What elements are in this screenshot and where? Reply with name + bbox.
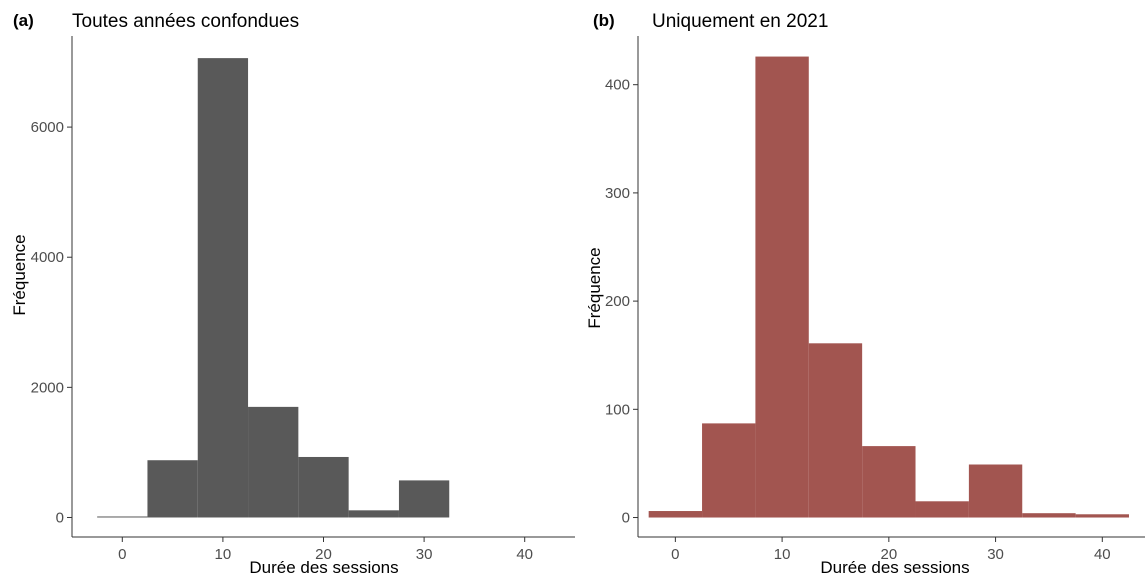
panel-b-title: Uniquement en 2021: [652, 11, 828, 32]
panel-a-x-axis-label: Durée des sessions: [249, 558, 398, 577]
panel-a-bar-10: [197, 58, 249, 518]
panel-b-bar-25: [915, 501, 969, 518]
panel-b-bar-5: [702, 423, 756, 518]
panel-b-bars: [648, 56, 1129, 518]
panel-b-y-tick-label: 200: [605, 293, 630, 310]
panel-a-x-tick-label: 30: [416, 546, 433, 563]
panel-b: (b) Uniquement en 2021 Durée des session…: [585, 11, 1145, 577]
panel-b-y-tick-label: 400: [605, 77, 630, 94]
panel-a-bar-20: [298, 456, 349, 518]
panel-b-y-tick-label: 100: [605, 401, 630, 418]
panel-a-bar-0: [97, 516, 148, 518]
panel-a: (a) Toutes années confondues Durée des s…: [10, 11, 575, 577]
panel-b-x-tick-label: 40: [1094, 546, 1111, 563]
panel-a-y-tick-label: 0: [56, 509, 64, 526]
panel-a-x-tick-label: 0: [118, 546, 126, 563]
panel-a-bar-15: [248, 406, 299, 518]
panel-b-x-axis-label: Durée des sessions: [820, 558, 969, 577]
panel-b-y-tick-label: 300: [605, 185, 630, 202]
panel-a-x-tick-label: 40: [516, 546, 533, 563]
panel-a-bar-25: [348, 510, 399, 518]
panel-b-bar-35: [1022, 513, 1076, 518]
panel-b-x-tick-label: 30: [987, 546, 1004, 563]
panel-a-title: Toutes années confondues: [72, 11, 299, 32]
panel-a-x-tick-label: 10: [215, 546, 232, 563]
panel-b-y-axis-label: Fréquence: [585, 247, 604, 328]
panel-a-y-tick-label: 6000: [31, 119, 64, 136]
panel-a-bar-5: [147, 460, 198, 518]
panel-a-tag: (a): [13, 11, 34, 30]
panel-a-y-tick-label: 4000: [31, 249, 64, 266]
panel-a-y-axis-label: Fréquence: [10, 234, 29, 315]
panel-a-bars: [97, 58, 450, 518]
panel-b-bar-15: [808, 343, 863, 518]
panel-b-bar-40: [1075, 514, 1129, 518]
panel-a-y-tick-label: 2000: [31, 379, 64, 396]
panel-b-x-tick-label: 0: [671, 546, 679, 563]
panel-b-y-tick-label: 0: [622, 510, 630, 527]
panel-b-bar-20: [862, 446, 916, 518]
panel-a-x-tick-label: 20: [315, 546, 332, 563]
panel-b-bar-10: [755, 56, 809, 518]
panel-a-bar-30: [398, 480, 450, 518]
panel-b-x-tick-label: 10: [774, 546, 791, 563]
panel-b-bar-30: [968, 464, 1023, 518]
panel-b-tag: (b): [593, 11, 615, 30]
panel-a-axes: 0 10 20 30 40 0 2000 4000 6000: [31, 36, 575, 563]
panel-b-x-tick-label: 20: [880, 546, 897, 563]
panel-b-bar-0: [648, 511, 703, 518]
